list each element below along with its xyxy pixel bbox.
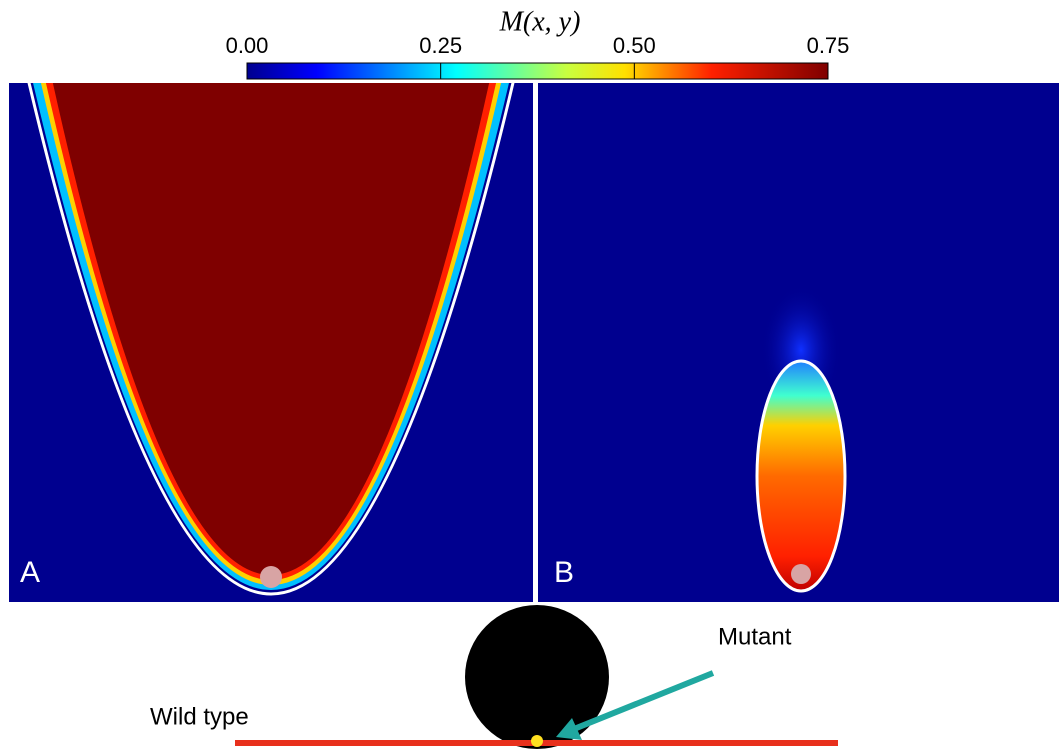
colorbar-ticks: 0.00 0.25 0.50 0.75 <box>226 33 850 79</box>
tick-label: 0.75 <box>807 33 850 58</box>
origin <box>260 566 282 588</box>
arrow <box>572 670 715 732</box>
panel-a-field <box>27 83 515 596</box>
panel-label: A <box>20 556 40 589</box>
mutant-dot <box>531 735 543 747</box>
tick-label: 0.50 <box>613 33 656 58</box>
boundary <box>27 83 515 596</box>
annotation: Mutant <box>718 623 792 650</box>
region <box>52 83 490 575</box>
colorbar <box>246 62 829 80</box>
tick-label: 0.25 <box>419 33 462 58</box>
panel-label: B <box>554 556 574 589</box>
origin <box>791 564 811 584</box>
colorbar-title: M(x, y) <box>499 6 581 37</box>
mutant-colony <box>465 605 609 749</box>
region <box>755 359 847 593</box>
annotation: Wild type <box>150 703 249 730</box>
tick-label: 0.00 <box>226 33 269 58</box>
arrow-head <box>556 718 582 740</box>
